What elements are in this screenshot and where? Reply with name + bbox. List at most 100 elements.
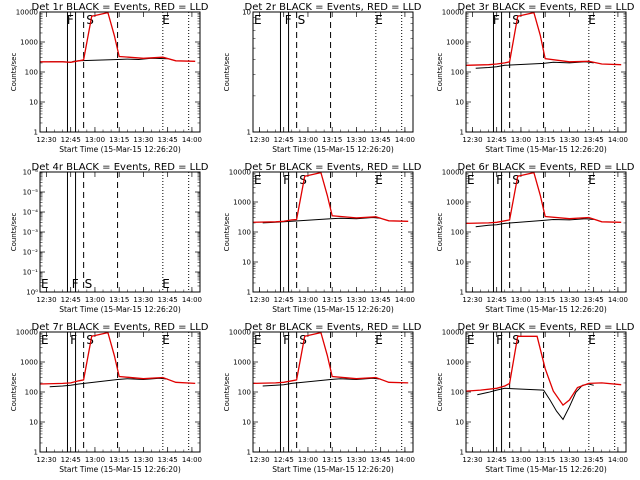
y-tick-label: 10⁰ [26, 289, 38, 297]
x-tick-label: 13:15 [109, 136, 129, 144]
x-tick-label: 14:00 [182, 456, 202, 464]
x-tick-label: 13:45 [158, 456, 178, 464]
x-tick-label: 13:15 [322, 136, 342, 144]
y-tick-label: 1000 [20, 359, 38, 367]
x-tick-label: 13:30 [559, 456, 579, 464]
y-tick-label: 10⁻⁴ [23, 209, 39, 217]
y-axis-label: Counts/sec [436, 373, 444, 412]
series-red-line [253, 172, 409, 223]
x-tick-label: 13:15 [322, 456, 342, 464]
y-axis-label: Counts/sec [436, 53, 444, 92]
y-tick-label: 100 [25, 69, 38, 77]
y-axis-label: Counts/sec [10, 53, 18, 92]
y-tick-label: 1 [247, 449, 251, 457]
flag-label-F: F [72, 277, 79, 291]
y-tick-label: 1000 [233, 199, 251, 207]
y-tick-label: 100 [238, 389, 251, 397]
flag-label-F: F [493, 13, 500, 27]
flag-label-F: F [67, 13, 74, 27]
flag-label-E: E [467, 173, 475, 187]
x-tick-label: 13:30 [346, 136, 366, 144]
x-tick-label: 12:45 [61, 136, 81, 144]
panel-det-3: Det 3r BLACK = Events, RED = LLD 1 10 100 10… [436, 2, 635, 154]
y-tick-label: 1000 [20, 39, 38, 47]
y-tick-label: 10 [29, 419, 38, 427]
y-tick-label: 10000 [229, 329, 251, 337]
x-tick-label: 13:00 [298, 456, 318, 464]
x-tick-label: 12:45 [274, 136, 294, 144]
panel-title: Det 7r BLACK = Events, RED = LLD [32, 322, 209, 333]
plot-frame [465, 171, 627, 293]
panel-det-7: Det 7r BLACK = Events, RED = LLD 1 10 100 10… [10, 322, 209, 474]
x-tick-label: 13:00 [298, 296, 318, 304]
panel-title: Det 2r BLACK = Events, RED = LLD [245, 2, 422, 13]
x-tick-label: 13:00 [85, 296, 105, 304]
x-tick-label: 12:45 [61, 456, 81, 464]
x-tick-label: 13:15 [109, 296, 129, 304]
x-tick-label: 12:45 [61, 296, 81, 304]
series-red-line [40, 12, 196, 63]
x-axis-label: Start Time (15-Mar-15 12:26:20) [272, 305, 394, 314]
y-axis-label: Counts/sec [223, 53, 231, 92]
x-tick-label: 12:30 [249, 296, 269, 304]
flag-label-F: F [285, 13, 292, 27]
x-tick-label: 13:15 [109, 456, 129, 464]
panel-det-4: Det 4r BLACK = Events, RED = LLD 10⁰ 10⁻¹ 1… [10, 162, 209, 314]
x-tick-label: 12:45 [487, 456, 507, 464]
y-tick-label: 100 [25, 389, 38, 397]
y-tick-label: 10 [455, 419, 464, 427]
x-tick-label: 12:45 [274, 456, 294, 464]
y-tick-label: 10 [242, 259, 251, 267]
series-red-line [466, 335, 622, 407]
x-tick-label: 12:30 [36, 136, 56, 144]
y-axis-label: Counts/sec [436, 213, 444, 252]
y-tick-label: 10⁻¹ [23, 269, 39, 277]
x-axis-label: Start Time (15-Mar-15 12:26:20) [59, 145, 181, 154]
x-tick-label: 12:30 [462, 136, 482, 144]
x-tick-label: 13:30 [133, 136, 153, 144]
panel-det-9: Det 9r BLACK = Events, RED = LLD 1 10 100 10… [436, 322, 635, 474]
flag-label-S: S [86, 333, 94, 347]
y-tick-label: 1000 [233, 359, 251, 367]
flag-label-E: E [588, 333, 596, 347]
series-red-line [466, 12, 622, 66]
y-tick-label: 1 [34, 449, 38, 457]
plot-frame [39, 171, 201, 293]
x-tick-label: 13:45 [371, 136, 391, 144]
x-tick-label: 12:30 [462, 456, 482, 464]
plot-frame [465, 331, 627, 453]
plot-frame [252, 331, 414, 453]
x-tick-label: 13:00 [511, 136, 531, 144]
x-tick-label: 13:30 [133, 456, 153, 464]
series-red-line [253, 332, 409, 385]
series-red-line [466, 172, 622, 225]
x-tick-label: 12:45 [274, 296, 294, 304]
y-tick-label: 10000 [442, 329, 464, 337]
y-axis-label: Counts/sec [223, 213, 231, 252]
y-tick-label: 1 [247, 289, 251, 297]
x-axis-label: Start Time (15-Mar-15 12:26:20) [485, 145, 607, 154]
flag-label-E: E [41, 277, 49, 291]
x-tick-label: 13:00 [85, 456, 105, 464]
x-tick-label: 14:00 [608, 136, 628, 144]
flag-label-S: S [299, 173, 307, 187]
x-axis-label: Start Time (15-Mar-15 12:26:20) [59, 465, 181, 474]
x-tick-label: 13:30 [559, 136, 579, 144]
y-tick-label: 1000 [446, 199, 464, 207]
panel-det-1: Det 1r BLACK = Events, RED = LLD 1 10 100 10… [10, 2, 209, 154]
x-tick-label: 12:30 [36, 296, 56, 304]
y-tick-label: 10 [242, 9, 251, 17]
y-tick-label: 100 [238, 229, 251, 237]
y-tick-label: 100 [451, 229, 464, 237]
flag-label-S: S [512, 173, 520, 187]
x-tick-label: 14:00 [395, 136, 415, 144]
y-tick-label: 10 [29, 99, 38, 107]
y-tick-label: 10000 [16, 9, 38, 17]
flag-label-F: F [283, 173, 290, 187]
x-tick-label: 14:00 [395, 456, 415, 464]
y-tick-label: 10⁻⁶ [23, 169, 39, 177]
x-tick-label: 13:00 [85, 136, 105, 144]
panel-title: Det 5r BLACK = Events, RED = LLD [245, 162, 422, 173]
x-tick-label: 14:00 [395, 296, 415, 304]
